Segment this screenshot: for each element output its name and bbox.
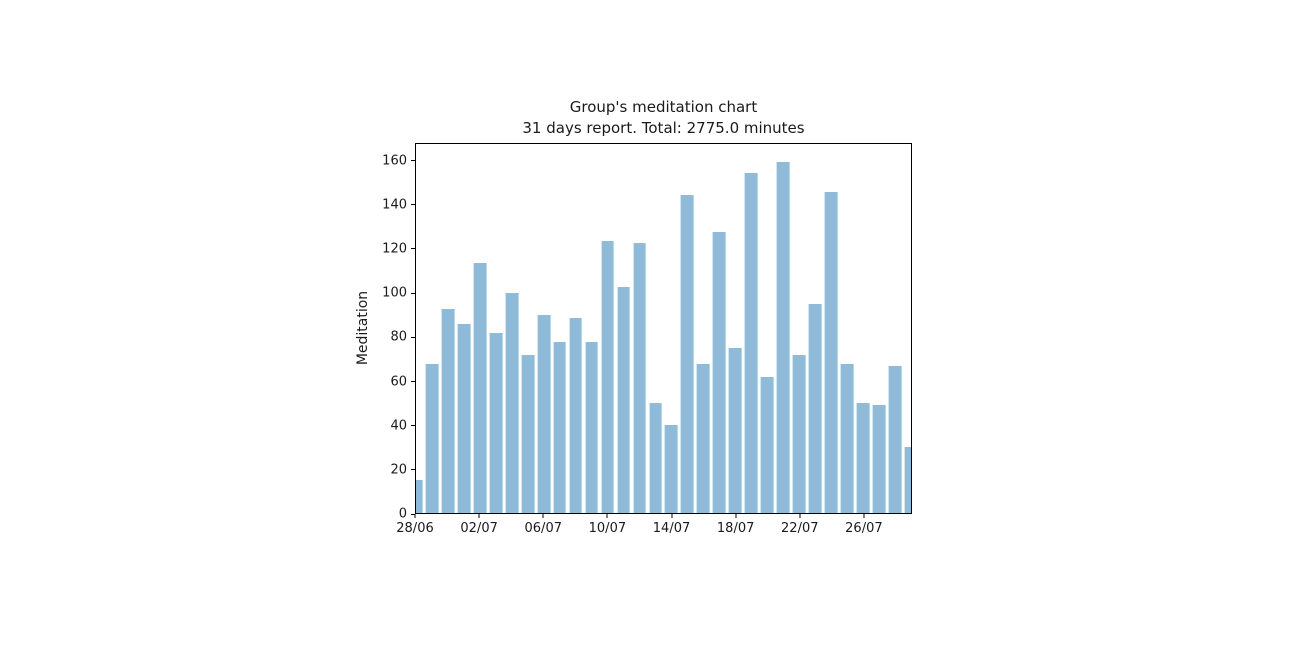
bar <box>441 308 455 513</box>
y-tick-mark <box>411 336 415 338</box>
y-tick-mark <box>411 204 415 206</box>
x-tick-mark <box>606 514 608 518</box>
x-tick-mark <box>799 514 801 518</box>
bar <box>521 354 535 513</box>
y-tick-mark <box>411 425 415 427</box>
bar <box>416 480 423 513</box>
x-tick-mark <box>735 514 737 518</box>
x-tick-label: 28/06 <box>396 521 434 536</box>
chart-title-line1: Group's meditation chart <box>569 98 758 116</box>
bar <box>888 365 902 513</box>
plot-box <box>415 143 912 514</box>
x-tick-mark <box>478 514 480 518</box>
y-tick-mark <box>411 292 415 294</box>
y-tick-mark <box>411 160 415 162</box>
bar <box>537 315 551 513</box>
bar <box>712 231 726 513</box>
bar <box>872 405 886 513</box>
chart-title: Group's meditation chart 31 days report.… <box>415 97 912 139</box>
bar <box>904 447 911 513</box>
x-tick-label: 18/07 <box>716 521 755 536</box>
y-tick-label: 120 <box>382 241 407 257</box>
bar <box>760 376 774 513</box>
bar <box>744 172 758 513</box>
bar <box>776 161 790 513</box>
bar <box>473 262 487 513</box>
y-tick-label: 40 <box>390 418 407 434</box>
chart-title-line2: 31 days report. Total: 2775.0 minutes <box>522 119 805 137</box>
x-tick-label: 26/07 <box>845 521 883 536</box>
bar <box>425 363 439 513</box>
bar <box>792 354 806 513</box>
x-tick-mark <box>863 514 865 518</box>
bar <box>489 332 503 513</box>
x-tick-label: 02/07 <box>460 521 498 536</box>
x-tick-mark <box>542 514 544 518</box>
bar <box>697 363 710 513</box>
x-tick-mark <box>414 514 416 518</box>
y-tick-label: 160 <box>382 153 407 169</box>
y-tick-label: 80 <box>390 329 407 345</box>
bar <box>808 304 822 513</box>
bar <box>681 194 694 513</box>
x-tick-label: 22/07 <box>781 521 819 536</box>
x-tick-label: 10/07 <box>588 521 627 536</box>
bar <box>457 324 471 513</box>
bar <box>633 242 646 513</box>
y-tick-label: 20 <box>390 462 407 478</box>
x-tick-label: 14/07 <box>652 521 691 536</box>
plot-area: 0 20 40 60 80 100 120 140 160 28/06 02/07 06/07 10/… <box>382 143 912 536</box>
bar <box>856 403 870 513</box>
y-axis-label: Meditation <box>355 290 371 366</box>
bar <box>728 348 742 513</box>
bar <box>553 341 567 513</box>
y-tick-label: 0 <box>398 506 407 522</box>
bar <box>585 341 599 513</box>
bar <box>649 403 662 513</box>
bar <box>824 192 838 513</box>
bar <box>505 293 519 513</box>
y-tick-label: 100 <box>382 285 407 301</box>
bar <box>617 286 630 513</box>
bar <box>665 425 678 513</box>
bar <box>569 317 583 513</box>
x-tick-mark <box>671 514 673 518</box>
y-tick-mark <box>411 469 415 471</box>
y-tick-label: 140 <box>382 197 407 213</box>
bar <box>601 240 614 513</box>
y-tick-mark <box>411 381 415 382</box>
y-tick-label: 60 <box>390 374 407 389</box>
y-tick-mark <box>411 248 415 250</box>
x-tick-label: 06/07 <box>524 521 562 536</box>
y-tick-mark <box>411 513 415 515</box>
bar <box>840 363 854 513</box>
